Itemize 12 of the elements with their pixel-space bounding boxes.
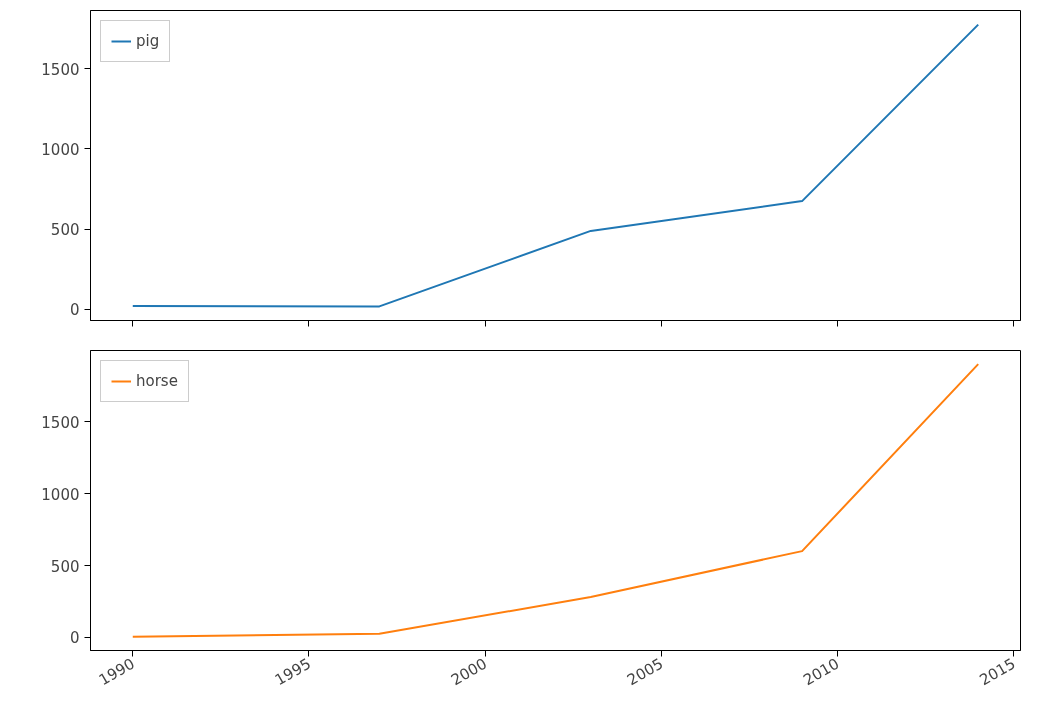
- legend-label: horse: [136, 372, 178, 390]
- line-series: [131, 363, 980, 638]
- y-tick-label: 1000: [41, 485, 80, 504]
- y-tick-label: 1000: [41, 140, 80, 159]
- line-series: [131, 23, 980, 308]
- y-tick-label: 0: [69, 629, 80, 648]
- y-tick-label: 0: [69, 301, 80, 320]
- y-tick-label: 1500: [41, 60, 80, 79]
- y-tick-label: 1500: [41, 413, 80, 432]
- y-tick-label: 500: [50, 221, 80, 240]
- legend-label: pig: [136, 32, 160, 50]
- y-tick-label: 500: [50, 557, 80, 576]
